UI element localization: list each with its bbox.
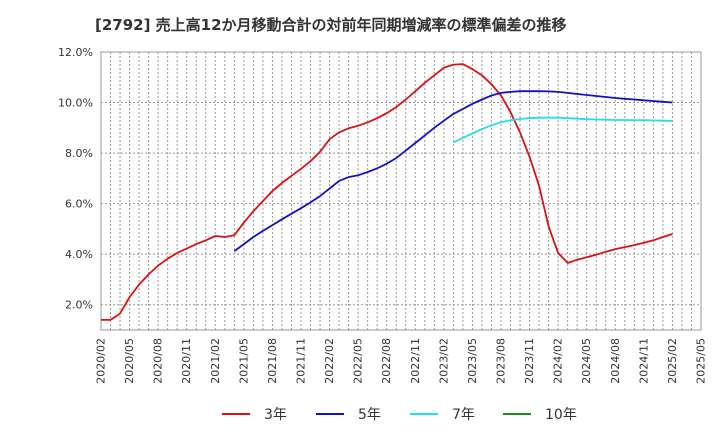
series-line-3年 bbox=[101, 63, 673, 321]
series-line-7年 bbox=[453, 116, 673, 144]
x-tick-label: 2021/05 bbox=[237, 338, 250, 384]
x-tick-label: 2024/05 bbox=[580, 338, 593, 384]
x-tick-label: 2024/02 bbox=[552, 338, 565, 384]
legend-label: 10年 bbox=[545, 407, 577, 423]
y-tick-label: 2.0% bbox=[65, 299, 93, 312]
y-tick-label: 12.0% bbox=[58, 46, 93, 59]
x-tick-label: 2023/08 bbox=[495, 338, 508, 384]
legend-label: 3年 bbox=[264, 407, 287, 423]
x-tick-label: 2023/02 bbox=[437, 338, 450, 384]
legend-label: 5年 bbox=[358, 407, 381, 423]
chart-title: [2792] 売上高12か月移動合計の対前年同期増減率の標準偏差の推移 bbox=[95, 16, 567, 34]
x-tick-label: 2021/08 bbox=[266, 338, 279, 384]
x-tick-label: 2020/02 bbox=[95, 338, 108, 384]
y-tick-label: 8.0% bbox=[65, 147, 93, 160]
y-tick-label: 6.0% bbox=[65, 198, 93, 211]
series-line-5年 bbox=[233, 90, 673, 252]
x-tick-label: 2020/11 bbox=[180, 338, 193, 384]
x-tick-label: 2023/11 bbox=[523, 338, 536, 384]
x-tick-label: 2025/05 bbox=[695, 338, 708, 384]
y-tick-label: 10.0% bbox=[58, 97, 93, 110]
x-tick-label: 2020/08 bbox=[152, 338, 165, 384]
x-tick-label: 2022/11 bbox=[409, 338, 422, 384]
x-tick-label: 2022/05 bbox=[352, 338, 365, 384]
x-tick-label: 2020/05 bbox=[123, 338, 136, 384]
x-tick-label: 2021/11 bbox=[295, 338, 308, 384]
x-tick-label: 2023/05 bbox=[466, 338, 479, 384]
x-tick-label: 2021/02 bbox=[209, 338, 222, 384]
legend: 3年 5年 7年 10年 bbox=[222, 407, 577, 423]
y-tick-label: 4.0% bbox=[65, 248, 93, 261]
y-axis: 2.0% 4.0% 6.0% 8.0% 10.0% 12.0% bbox=[58, 46, 93, 312]
x-tick-label: 2022/02 bbox=[323, 338, 336, 384]
x-axis: 2020/02 2020/05 2020/08 2020/11 2021/02 2021/… bbox=[95, 338, 708, 384]
x-tick-label: 2025/02 bbox=[666, 338, 679, 384]
plot-area bbox=[100, 51, 702, 331]
x-tick-label: 2024/08 bbox=[609, 338, 622, 384]
series-lines bbox=[101, 63, 673, 321]
x-tick-label: 2022/08 bbox=[380, 338, 393, 384]
x-tick-label: 2024/11 bbox=[637, 338, 650, 384]
legend-label: 7年 bbox=[452, 407, 475, 423]
